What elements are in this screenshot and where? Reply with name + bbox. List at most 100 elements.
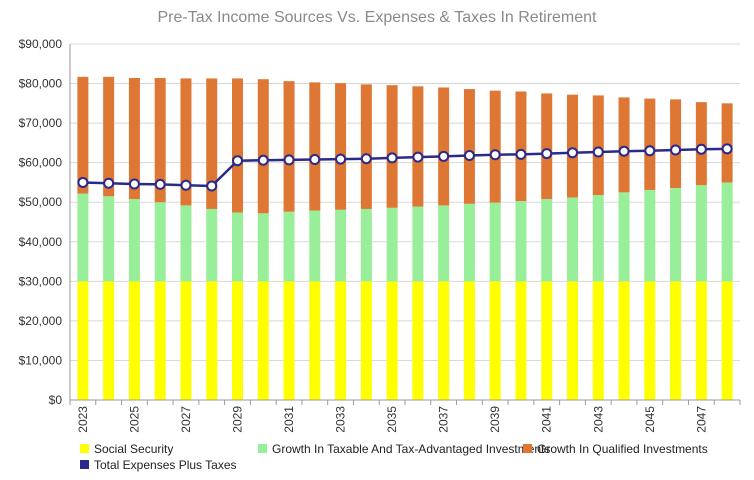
expenses-point[interactable] — [309, 154, 321, 166]
bar-segment-taxable-growth[interactable] — [103, 196, 115, 282]
bar-segment-taxable-growth[interactable] — [180, 205, 192, 282]
bar-segment-social-security[interactable] — [77, 281, 89, 400]
bar-segment-qualified-growth[interactable] — [438, 87, 450, 206]
expenses-point[interactable] — [670, 144, 682, 156]
bar-segment-social-security[interactable] — [206, 281, 218, 400]
expenses-point[interactable] — [515, 148, 527, 160]
expenses-point[interactable] — [335, 153, 347, 165]
bar-segment-taxable-growth[interactable] — [618, 192, 630, 282]
bar-segment-social-security[interactable] — [515, 281, 527, 400]
expenses-point[interactable] — [412, 151, 424, 163]
bar-segment-taxable-growth[interactable] — [77, 193, 89, 282]
bar-segment-social-security[interactable] — [644, 281, 656, 400]
expenses-point[interactable] — [463, 150, 475, 162]
bar-segment-qualified-growth[interactable] — [463, 89, 475, 204]
legend-label[interactable]: Growth In Taxable And Tax-Advantaged Inv… — [272, 442, 550, 456]
bar-segment-qualified-growth[interactable] — [644, 98, 656, 190]
expenses-point[interactable] — [386, 152, 398, 164]
bar-segment-social-security[interactable] — [618, 281, 630, 400]
bar-segment-social-security[interactable] — [412, 281, 424, 400]
expenses-point[interactable] — [618, 145, 630, 157]
expenses-point[interactable] — [592, 146, 604, 158]
bar-segment-qualified-growth[interactable] — [670, 99, 682, 188]
bar-segment-taxable-growth[interactable] — [695, 185, 707, 282]
expenses-point[interactable] — [128, 178, 140, 190]
expenses-point[interactable] — [489, 149, 501, 161]
bar-segment-social-security[interactable] — [386, 281, 398, 400]
bar-segment-qualified-growth[interactable] — [283, 81, 295, 212]
bar-segment-qualified-growth[interactable] — [232, 78, 243, 213]
bar-segment-social-security[interactable] — [283, 281, 295, 400]
expenses-point[interactable] — [232, 155, 243, 167]
bar-segment-social-security[interactable] — [695, 281, 707, 400]
bar-segment-taxable-growth[interactable] — [567, 197, 578, 282]
bar-segment-qualified-growth[interactable] — [618, 97, 630, 193]
bar-segment-taxable-growth[interactable] — [489, 202, 501, 282]
expenses-point[interactable] — [541, 148, 553, 160]
expenses-point[interactable] — [438, 150, 450, 162]
bar-segment-qualified-growth[interactable] — [206, 78, 218, 209]
bar-segment-social-security[interactable] — [721, 281, 733, 400]
expenses-point[interactable] — [103, 177, 115, 189]
bar-segment-taxable-growth[interactable] — [128, 199, 140, 282]
expenses-point[interactable] — [360, 153, 372, 165]
expenses-point[interactable] — [644, 145, 656, 157]
bar-segment-social-security[interactable] — [541, 281, 553, 400]
bar-segment-qualified-growth[interactable] — [592, 95, 604, 196]
bar-segment-taxable-growth[interactable] — [670, 187, 682, 282]
bar-segment-social-security[interactable] — [309, 281, 321, 400]
bar-segment-qualified-growth[interactable] — [180, 78, 192, 206]
expenses-point[interactable] — [206, 180, 218, 192]
bar-segment-social-security[interactable] — [103, 281, 115, 400]
bar-segment-qualified-growth[interactable] — [567, 94, 578, 198]
bar-segment-qualified-growth[interactable] — [721, 103, 733, 183]
bar-segment-social-security[interactable] — [592, 281, 604, 400]
bar-segment-social-security[interactable] — [567, 281, 578, 400]
bar-segment-taxable-growth[interactable] — [412, 206, 424, 282]
bar-segment-taxable-growth[interactable] — [644, 189, 656, 282]
bar-segment-qualified-growth[interactable] — [77, 76, 89, 194]
expenses-point[interactable] — [154, 178, 166, 190]
bar-segment-taxable-growth[interactable] — [386, 207, 398, 282]
bar-segment-taxable-growth[interactable] — [257, 213, 269, 282]
bar-segment-social-security[interactable] — [489, 281, 501, 400]
bar-segment-taxable-growth[interactable] — [721, 182, 733, 282]
bar-segment-qualified-growth[interactable] — [309, 82, 321, 211]
bar-segment-taxable-growth[interactable] — [541, 199, 553, 282]
bar-segment-social-security[interactable] — [335, 281, 347, 400]
bar-segment-qualified-growth[interactable] — [515, 91, 527, 202]
bar-segment-qualified-growth[interactable] — [154, 78, 166, 203]
bar-segment-social-security[interactable] — [360, 281, 372, 400]
legend-label[interactable]: Total Expenses Plus Taxes — [94, 458, 237, 472]
bar-segment-qualified-growth[interactable] — [489, 90, 501, 203]
bar-segment-qualified-growth[interactable] — [360, 84, 372, 209]
bar-segment-taxable-growth[interactable] — [438, 205, 450, 282]
expenses-point[interactable] — [180, 179, 192, 191]
bar-segment-qualified-growth[interactable] — [103, 76, 115, 197]
expenses-point[interactable] — [695, 143, 707, 155]
bar-segment-taxable-growth[interactable] — [335, 209, 347, 282]
bar-segment-taxable-growth[interactable] — [592, 195, 604, 282]
bar-segment-qualified-growth[interactable] — [257, 79, 269, 214]
bar-segment-taxable-growth[interactable] — [515, 201, 527, 282]
bar-segment-taxable-growth[interactable] — [206, 208, 218, 282]
bar-segment-social-security[interactable] — [154, 281, 166, 400]
bar-segment-social-security[interactable] — [670, 281, 682, 400]
bar-segment-qualified-growth[interactable] — [412, 86, 424, 207]
bar-segment-qualified-growth[interactable] — [128, 78, 140, 200]
legend-label[interactable]: Growth In Qualified Investments — [537, 442, 708, 456]
bar-segment-taxable-growth[interactable] — [463, 203, 475, 282]
bar-segment-social-security[interactable] — [257, 281, 269, 400]
expenses-point[interactable] — [721, 143, 733, 155]
bar-segment-qualified-growth[interactable] — [541, 93, 553, 200]
expenses-point[interactable] — [567, 147, 578, 159]
expenses-point[interactable] — [77, 176, 89, 188]
bar-segment-social-security[interactable] — [438, 281, 450, 400]
bar-segment-social-security[interactable] — [180, 281, 192, 400]
bar-segment-qualified-growth[interactable] — [386, 85, 398, 208]
bar-segment-social-security[interactable] — [128, 281, 140, 400]
bar-segment-social-security[interactable] — [232, 281, 243, 400]
bar-segment-qualified-growth[interactable] — [335, 83, 347, 210]
expenses-point[interactable] — [283, 154, 295, 166]
bar-segment-taxable-growth[interactable] — [283, 211, 295, 282]
